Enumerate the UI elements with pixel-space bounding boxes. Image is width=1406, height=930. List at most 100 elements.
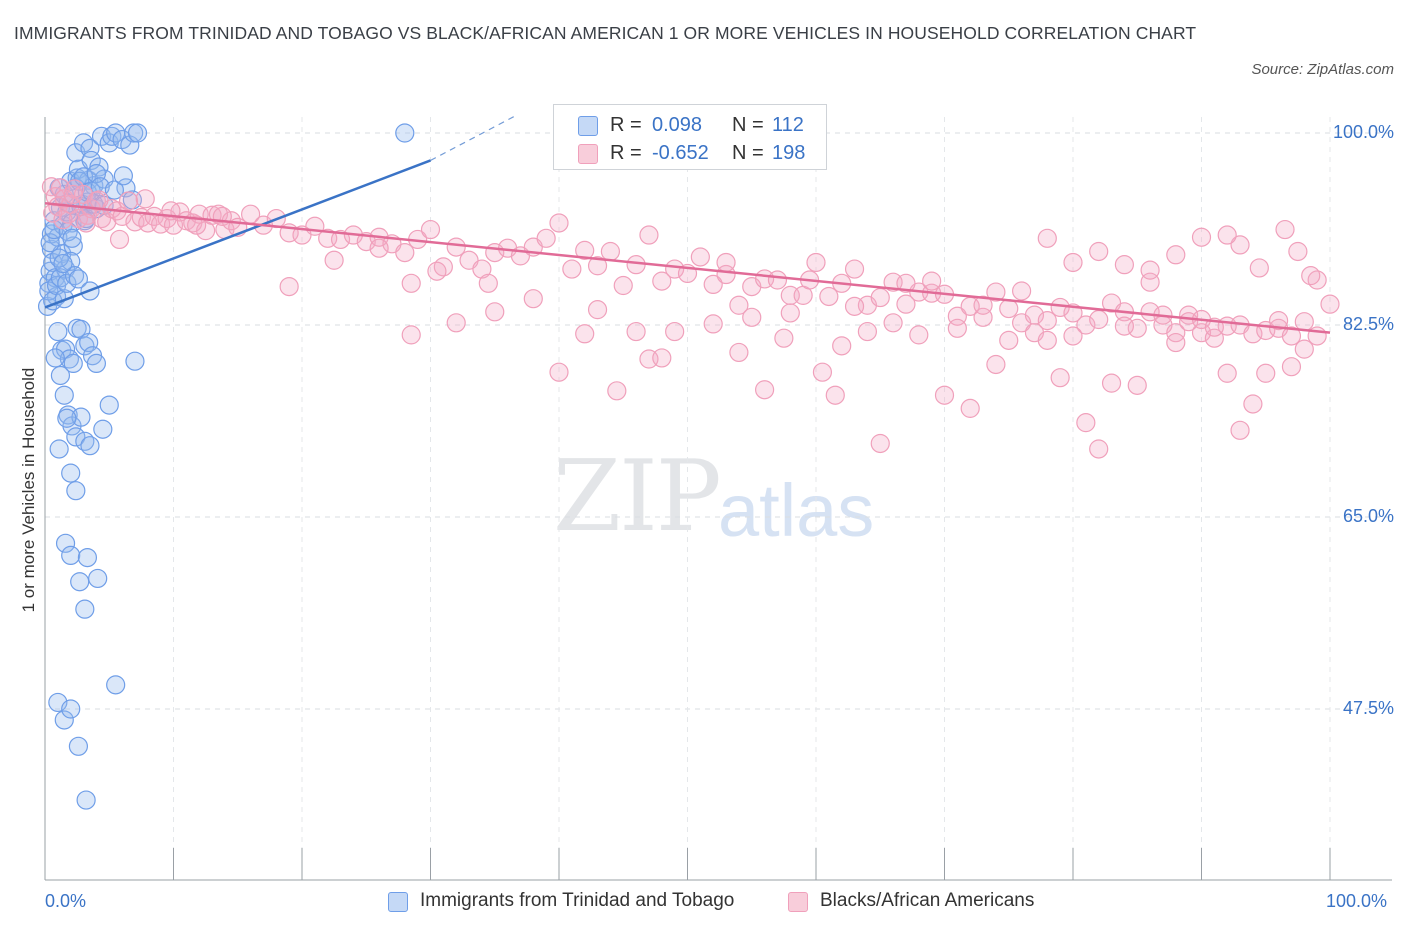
point-0-81 [66, 481, 86, 501]
point-1-139 [485, 302, 505, 322]
point-1-145 [626, 321, 646, 342]
point-1-135 [401, 325, 421, 345]
point-1-195 [1294, 339, 1314, 359]
point-1-161 [857, 321, 878, 342]
point-1-193 [1268, 311, 1289, 331]
point-1-199 [1275, 219, 1295, 240]
legend-r-label: R = [610, 142, 642, 164]
point-1-124 [76, 213, 96, 233]
point-1-172 [999, 330, 1019, 350]
point-1-153 [754, 380, 775, 400]
point-1-63 [587, 256, 608, 276]
point-0-21 [66, 143, 86, 163]
point-1-54 [472, 259, 492, 279]
point-1-69 [665, 259, 685, 279]
point-0-83 [61, 545, 81, 566]
point-0-78 [49, 439, 69, 459]
point-1-203 [1191, 227, 1212, 247]
legend-swatch-trinidad [578, 116, 598, 136]
chart-title: IMMIGRANTS FROM TRINIDAD AND TOBAGO VS B… [14, 23, 1197, 43]
point-1-143 [587, 300, 608, 320]
point-1-95 [999, 298, 1019, 319]
point-1-181 [1114, 316, 1135, 336]
point-1-176 [1050, 368, 1070, 388]
point-1-102 [1089, 309, 1109, 330]
point-1-154 [774, 328, 794, 348]
point-1-162 [870, 433, 890, 454]
legend-r-value-trinidad: 0.098 [652, 114, 703, 136]
trend-lines [44, 116, 1331, 334]
point-1-98 [1037, 311, 1057, 331]
point-1-77 [767, 270, 788, 290]
legend-row-black: R = -0.652 N = 198 [554, 139, 826, 167]
y-tick-label-0: 100.0% [1332, 122, 1394, 142]
point-0-52 [68, 269, 89, 289]
point-1-133 [369, 238, 389, 258]
point-1-127 [135, 189, 155, 209]
y-tick-label-1: 82.5% [1342, 314, 1394, 334]
point-1-94 [986, 282, 1006, 302]
point-1-65 [613, 275, 633, 296]
point-1-136 [427, 261, 447, 281]
point-1-177 [1063, 326, 1083, 346]
point-1-71 [690, 247, 710, 267]
series-trinidad-points [37, 123, 415, 810]
point-1-123 [63, 184, 83, 205]
point-1-198 [1301, 266, 1321, 286]
legend-n-value-trinidad: 112 [772, 114, 804, 136]
point-0-67 [86, 353, 107, 373]
point-1-157 [812, 362, 833, 382]
point-1-207 [1089, 241, 1109, 262]
legend-n-label: N = [732, 142, 764, 164]
legend-n-label: N = [732, 114, 764, 136]
legend-r-value-black: -0.652 [652, 142, 709, 164]
point-1-85 [870, 287, 890, 308]
source-label: Source: ZipAtlas.com [1251, 61, 1394, 78]
point-0-100 [53, 253, 73, 274]
point-1-68 [652, 271, 672, 291]
point-1-191 [1243, 394, 1263, 414]
point-1-209 [1037, 228, 1057, 248]
legend-n-value-black: 198 [772, 142, 806, 164]
point-1-134 [401, 273, 421, 293]
trend-line-trinidad [44, 159, 431, 309]
point-1-132 [324, 250, 344, 270]
point-1-171 [986, 354, 1006, 375]
bottom-legend-label-black: Blacks/African Americans [820, 890, 1035, 911]
point-1-125 [89, 190, 109, 210]
bottom-legend-label-trinidad: Immigrants from Trinidad and Tobago [420, 890, 735, 911]
point-1-169 [960, 398, 980, 418]
point-0-94 [45, 348, 65, 368]
point-1-150 [716, 252, 736, 273]
point-1-197 [1288, 241, 1308, 262]
point-1-61 [562, 259, 582, 279]
point-1-185 [1166, 332, 1186, 353]
point-0-102 [62, 228, 82, 248]
legend-swatch-black [578, 144, 598, 164]
point-1-158 [825, 385, 845, 405]
point-1-190 [1230, 420, 1250, 440]
point-1-192 [1256, 363, 1276, 383]
point-1-160 [844, 296, 865, 316]
point-1-142 [575, 324, 595, 344]
point-1-206 [1114, 255, 1135, 275]
correlation-legend: R = 0.098 N = 112 R = -0.652 N = 198 [553, 104, 827, 170]
point-0-69 [54, 385, 74, 405]
point-0-90 [54, 710, 74, 730]
point-0-73 [71, 407, 91, 427]
point-0-96 [395, 123, 415, 143]
point-0-61 [63, 353, 83, 373]
point-0-86 [88, 568, 108, 589]
point-0-41 [120, 135, 140, 155]
point-1-163 [883, 313, 903, 333]
point-1-60 [549, 213, 569, 233]
point-1-165 [909, 325, 929, 345]
point-1-208 [1063, 252, 1083, 273]
point-1-81 [819, 286, 839, 307]
watermark-atlas: atlas [718, 469, 875, 552]
point-1-129 [187, 215, 207, 235]
point-1-72 [703, 274, 723, 295]
point-1-173 [1011, 281, 1032, 301]
point-1-205 [1140, 260, 1160, 280]
point-0-93 [76, 790, 96, 810]
